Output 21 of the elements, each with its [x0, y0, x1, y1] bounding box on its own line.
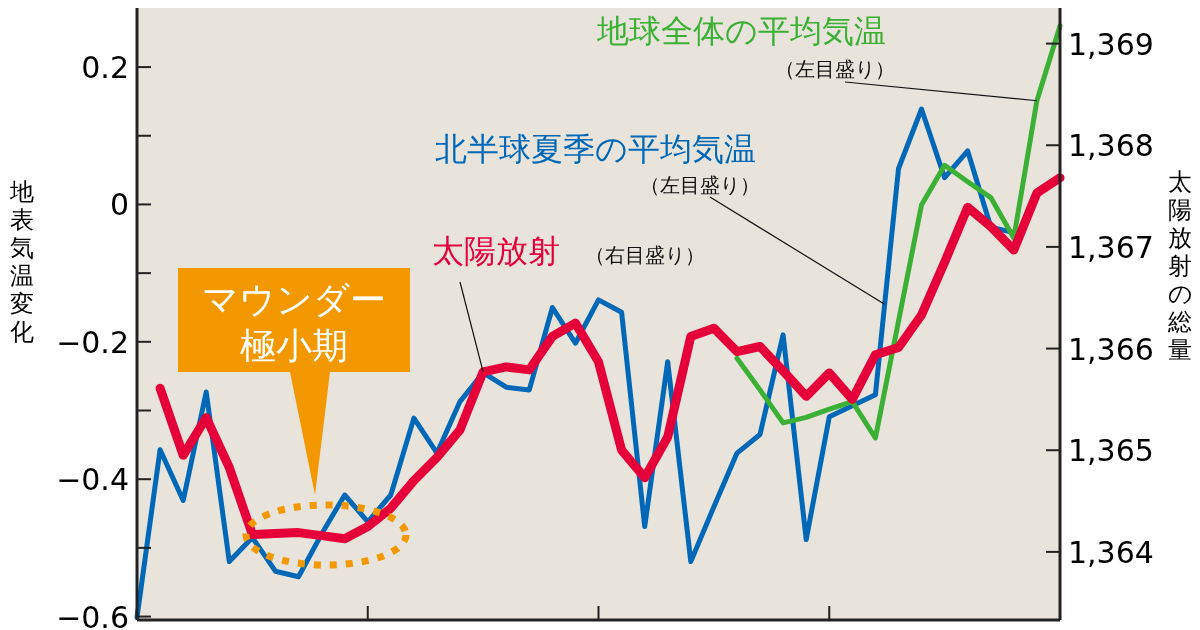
y-tick-label: 0.2 — [81, 50, 129, 86]
y2-tick-label: 1,365 — [1068, 433, 1154, 469]
y-tick-label: −0.6 — [56, 599, 129, 630]
y-tick-label: 0 — [109, 187, 129, 223]
y2-tick-label: 1,364 — [1068, 534, 1154, 570]
y2-tick-label: 1,366 — [1068, 331, 1154, 367]
y2-tick-label: 1,369 — [1068, 26, 1154, 62]
annotation: （左目盛り） — [775, 57, 895, 81]
annotation: （右目盛り） — [585, 243, 705, 267]
y-tick-label: −0.4 — [56, 462, 129, 498]
text: 地球全体の平均気温 — [596, 12, 886, 50]
y2-axis-title: 太陽放射の総量 — [1167, 168, 1193, 364]
y2-tick-label: 1,368 — [1068, 128, 1154, 164]
y-axis-title: 地表気温変化 — [9, 178, 34, 346]
annotation: マウンダー — [202, 279, 386, 320]
annotation: 極小期 — [240, 325, 348, 366]
annotation: （左目盛り） — [640, 173, 760, 197]
text: 北半球夏季の平均気温 — [435, 130, 756, 168]
y-tick-label: −0.2 — [56, 324, 129, 360]
y2-tick-label: 1,367 — [1068, 229, 1154, 265]
series-label: 太陽放射 — [432, 232, 560, 270]
